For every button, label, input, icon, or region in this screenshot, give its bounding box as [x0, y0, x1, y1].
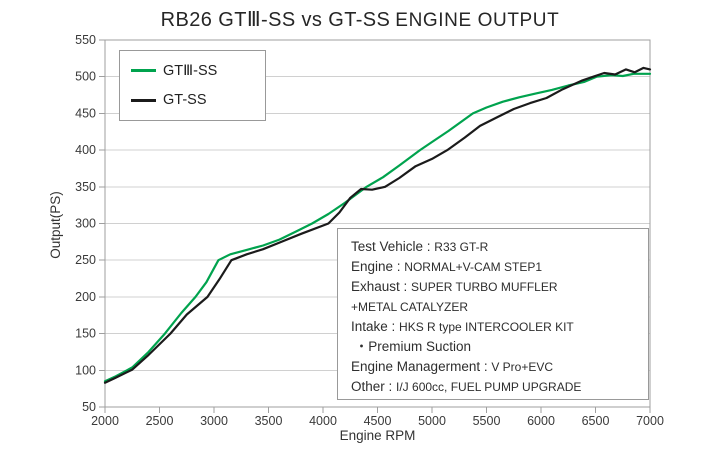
info-line-label: Other : — [351, 379, 397, 394]
y-tick-label: 500 — [75, 70, 96, 84]
y-tick-label: 300 — [75, 217, 96, 231]
info-line-label: Engine : — [351, 259, 405, 274]
y-tick-label: 400 — [75, 143, 96, 157]
x-tick-label: 7000 — [636, 414, 664, 428]
info-line-value: +METAL CATALYZER — [351, 300, 469, 314]
x-tick-label: 5000 — [418, 414, 446, 428]
legend-item-gtiii-ss: GTⅢ-SS — [131, 63, 261, 79]
info-line-value: SUPER TURBO MUFFLER — [411, 280, 558, 294]
y-tick-label: 550 — [75, 33, 96, 47]
y-tick-label: 450 — [75, 106, 96, 120]
x-tick-label: 3500 — [255, 414, 283, 428]
info-line: Engine : NORMAL+V-CAM STEP1 — [351, 257, 648, 277]
legend-label-gt-ss: GT-SS — [163, 92, 207, 109]
series-line-gt-ss — [103, 66, 652, 384]
info-line: ・Premium Suction — [351, 337, 648, 357]
info-line-label: Exhaust : — [351, 279, 412, 294]
info-line-label: ・Premium Suction — [351, 339, 472, 354]
legend-swatch-gt-ss-icon — [131, 98, 156, 102]
info-line-label: Engine Managerment : — [351, 359, 492, 374]
y-axis-label: Output(PS) — [48, 191, 63, 259]
chart-title-suffix: ENGINE OUTPUT — [395, 10, 560, 31]
x-tick-label: 2500 — [146, 414, 174, 428]
y-tick-label: 350 — [75, 180, 96, 194]
x-tick-label: 5500 — [473, 414, 501, 428]
info-line-value: R33 GT-R — [434, 240, 489, 254]
x-tick-label: 4500 — [364, 414, 392, 428]
y-tick-label: 200 — [75, 290, 96, 304]
info-line: Engine Managerment : V Pro+EVC — [351, 357, 648, 377]
y-tick-label: 100 — [75, 363, 96, 377]
legend-label-gtiii-ss: GTⅢ-SS — [163, 62, 218, 79]
x-tick-label: 6500 — [582, 414, 610, 428]
info-line-value: V Pro+EVC — [491, 360, 554, 374]
info-line: Intake : HKS R type INTERCOOLER KIT — [351, 317, 648, 337]
info-line: Other : I/J 600cc, FUEL PUMP UPGRADE — [351, 377, 648, 397]
x-tick-label: 6000 — [527, 414, 555, 428]
info-line-value: NORMAL+V-CAM STEP1 — [404, 260, 542, 274]
test-conditions-box: Test Vehicle : R33 GT-R Engine : NORMAL+V… — [337, 228, 649, 400]
legend-item-gt-ss: GT-SS — [131, 92, 261, 108]
info-line-value: HKS R type INTERCOOLER KIT — [399, 320, 574, 334]
y-tick-label: 250 — [75, 253, 96, 267]
info-line: +METAL CATALYZER — [351, 297, 648, 317]
x-axis-label: Engine RPM — [340, 428, 416, 443]
info-line-label: Intake : — [351, 319, 400, 334]
y-tick-label: 50 — [82, 400, 96, 414]
info-line: Exhaust : SUPER TURBO MUFFLER — [351, 277, 648, 297]
info-line: Test Vehicle : R33 GT-R — [351, 237, 648, 257]
info-line-value: I/J 600cc, FUEL PUMP UPGRADE — [396, 380, 582, 394]
x-tick-label: 2000 — [91, 414, 119, 428]
x-tick-label: 3000 — [200, 414, 228, 428]
x-tick-label: 4000 — [309, 414, 337, 428]
info-line-label: Test Vehicle : — [351, 239, 435, 254]
chart-title-main: RB26 GTⅢ-SS vs GT-SS — [160, 9, 391, 31]
y-tick-label: 150 — [75, 327, 96, 341]
legend-swatch-gtiii-ss-icon — [131, 69, 156, 73]
legend: GTⅢ-SS GT-SS — [119, 50, 266, 121]
chart-title: RB26 GTⅢ-SS vs GT-SS ENGINE OUTPUT — [0, 7, 720, 32]
